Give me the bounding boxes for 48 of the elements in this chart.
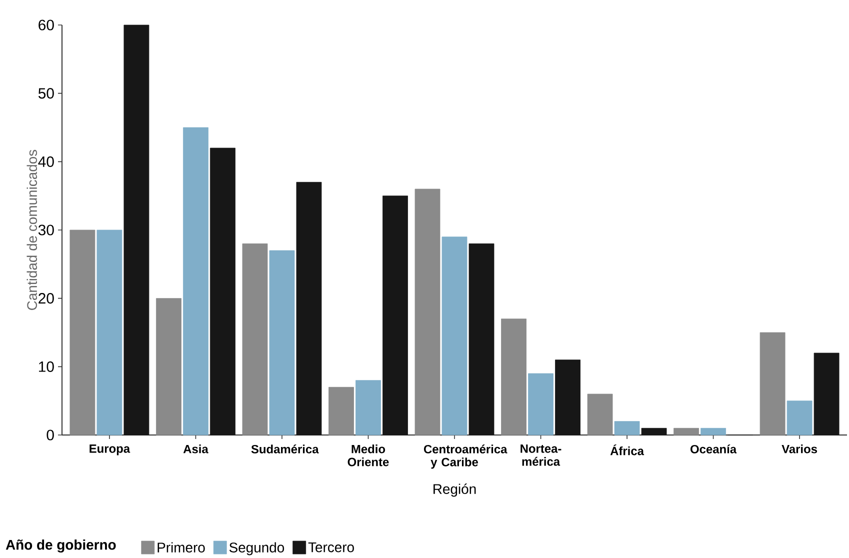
bar [269, 250, 295, 436]
bar [210, 148, 236, 436]
x-tick-label: Europa [90, 444, 130, 456]
bar [814, 352, 840, 436]
bar [183, 127, 208, 436]
bar [674, 428, 699, 436]
bar [760, 332, 786, 436]
bar [528, 373, 554, 436]
bar [382, 196, 408, 436]
x-tick-label: Asia [183, 444, 208, 454]
bar [242, 243, 268, 436]
y-tick-label: 0 [46, 430, 54, 440]
bar [614, 421, 640, 436]
bar [555, 360, 580, 436]
bar [414, 188, 440, 436]
x-tick-label: Varios [782, 444, 818, 454]
x-tick-label: África [610, 444, 644, 456]
y-tick-label: 10 [39, 361, 54, 372]
y-tick-label: 40 [38, 156, 54, 167]
y-tick-label: 60 [38, 20, 54, 30]
bar [96, 230, 122, 436]
bar [442, 236, 468, 436]
x-tick-label: Oceanía [690, 444, 737, 454]
y-tick-label: 50 [38, 88, 54, 99]
bar [124, 24, 150, 436]
bar [70, 230, 96, 436]
bar [700, 428, 726, 436]
y-axis-title: Cantidad de comunicados [26, 150, 38, 310]
legend-label: Tercero [308, 542, 354, 552]
bar [356, 380, 381, 436]
y-tick-label: 20 [38, 293, 54, 304]
bar [501, 318, 526, 436]
x-tick-label: Sudamérica [251, 444, 319, 454]
bar [468, 243, 494, 436]
x-tick-label: Nortea-mérica [520, 444, 562, 466]
x-tick-label: Centroamérica y Caribe [424, 444, 508, 469]
legend-label: Primero [158, 542, 205, 552]
bar [786, 400, 812, 436]
legend-title: Año de gobierno [6, 539, 116, 553]
bar [587, 394, 613, 436]
bar [328, 386, 354, 436]
legend-label: Segundo [229, 542, 284, 556]
y-tick-label: 30 [38, 224, 54, 236]
bar [156, 298, 182, 436]
bar [641, 428, 667, 436]
x-axis-title: Región [434, 484, 476, 497]
bar [296, 182, 322, 436]
x-tick-label: Medio Oriente [348, 444, 389, 466]
